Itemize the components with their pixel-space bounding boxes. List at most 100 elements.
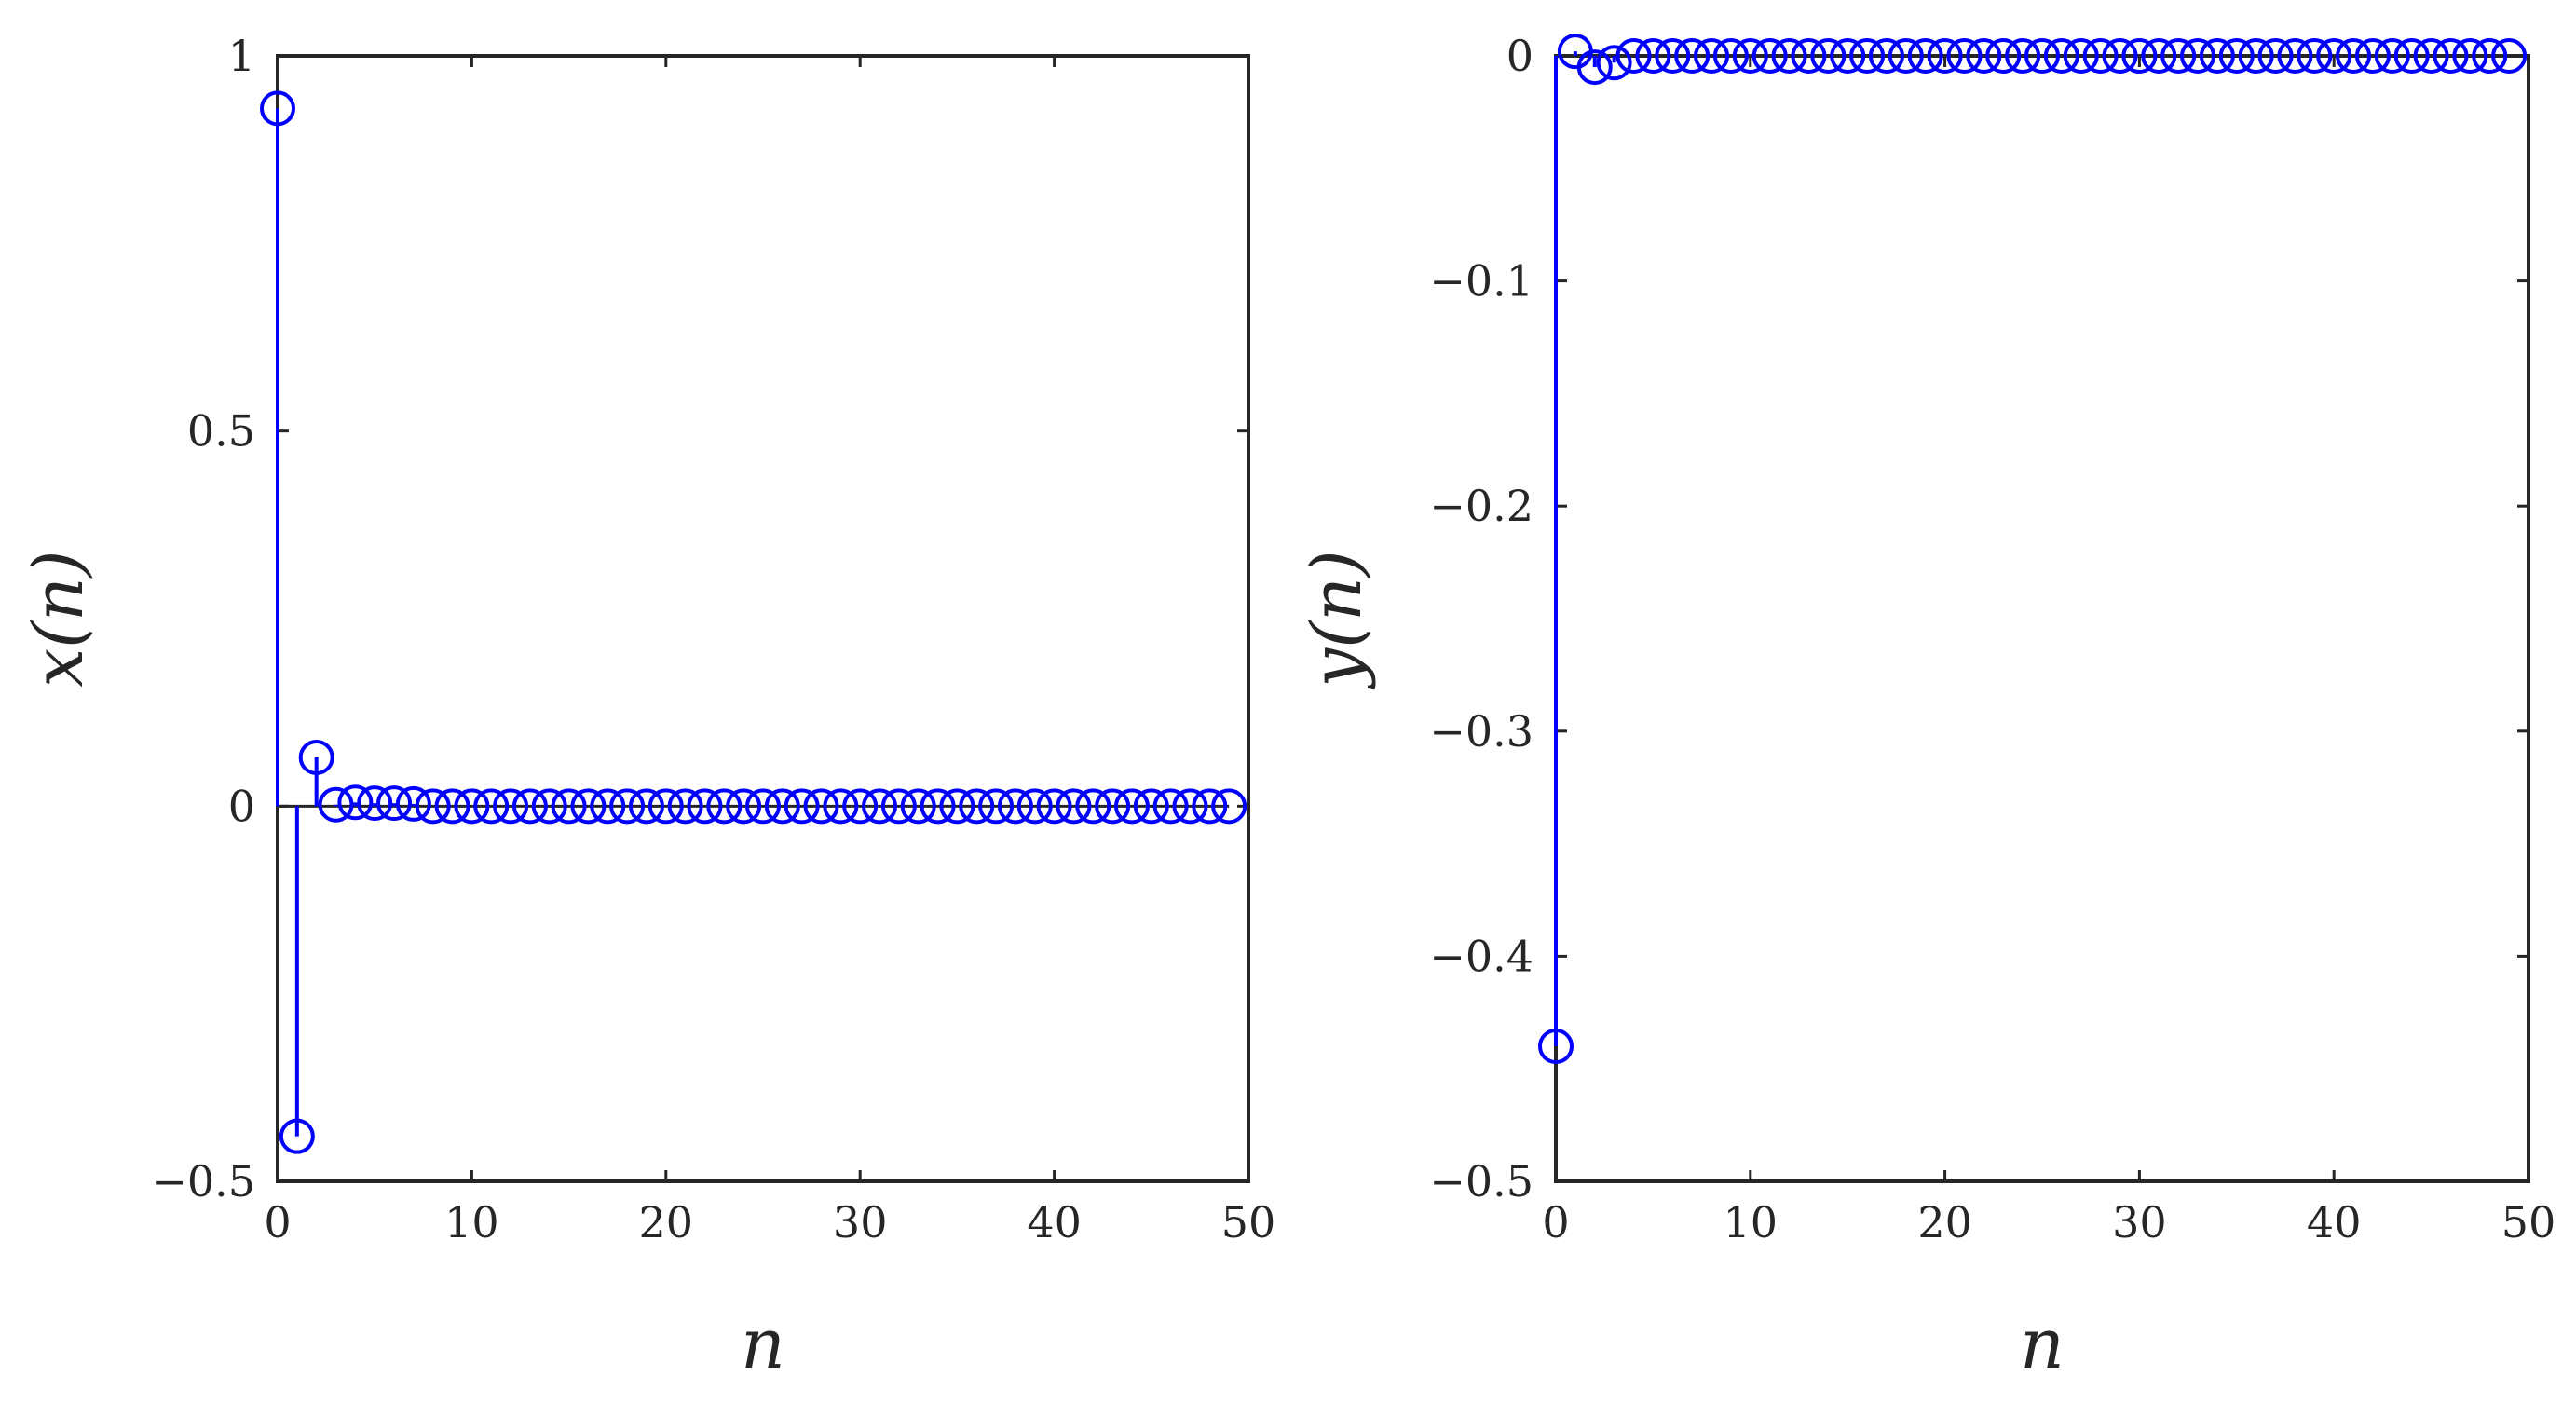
stem-marker bbox=[570, 788, 607, 825]
stem-marker bbox=[493, 788, 529, 825]
stem-marker bbox=[1985, 38, 2022, 74]
plot-area bbox=[276, 54, 1250, 1183]
stem-marker bbox=[279, 1118, 315, 1154]
y-tick-label: −0.3 bbox=[1429, 706, 1533, 757]
y-axis-label: x(n) bbox=[19, 550, 99, 687]
stem-marker bbox=[298, 739, 334, 775]
stem-marker bbox=[2257, 38, 2294, 74]
y-tick-label: −0.2 bbox=[1429, 481, 1533, 531]
y-tick-label: −0.4 bbox=[1429, 931, 1533, 981]
stem-marker bbox=[1888, 38, 1924, 74]
stem-marker bbox=[1152, 788, 1189, 825]
stem-marker bbox=[590, 788, 626, 825]
y-tick-label: −0.5 bbox=[151, 1156, 255, 1206]
y-tick-label: 0 bbox=[228, 781, 255, 831]
x-tick-label: 40 bbox=[2307, 1197, 2362, 1247]
plot-area bbox=[1554, 54, 2530, 1183]
stem-marker bbox=[1655, 38, 1691, 74]
stem-marker bbox=[1946, 38, 1983, 74]
stem-marker bbox=[880, 788, 917, 825]
stem-marker bbox=[667, 788, 703, 825]
stem-marker bbox=[1732, 38, 1768, 74]
stem-marker bbox=[745, 788, 781, 825]
stem-marker bbox=[2199, 38, 2235, 74]
stem-marker bbox=[997, 788, 1033, 825]
stem-marker bbox=[2005, 38, 2041, 74]
stem-marker bbox=[687, 788, 723, 825]
stem-marker bbox=[1791, 38, 1827, 74]
stem-marker bbox=[434, 788, 470, 825]
stem-marker bbox=[842, 788, 879, 825]
chart-panel-2: 0 10 20 30 40 50 −0.5 −0.4 −0.3 −0.2 −0.1 0 n y(n) bbox=[1297, 31, 2556, 1384]
x-tick-label: 20 bbox=[1917, 1197, 1972, 1247]
stem-marker bbox=[1868, 38, 1904, 74]
stem-marker bbox=[1596, 45, 1632, 81]
y-tick-label: 0.5 bbox=[187, 406, 255, 457]
stem-marker bbox=[1927, 38, 1963, 74]
x-tick-label: 30 bbox=[833, 1197, 888, 1247]
stem-marker bbox=[1712, 38, 1749, 74]
stem-marker bbox=[2024, 38, 2060, 74]
stem-marker bbox=[260, 90, 295, 127]
stem-marker bbox=[1056, 788, 1092, 825]
stem-marker bbox=[939, 788, 975, 825]
stem-marker bbox=[2336, 38, 2372, 74]
stem-marker bbox=[531, 788, 567, 825]
stem-marker bbox=[2238, 38, 2274, 74]
stem-marker bbox=[1635, 38, 1671, 74]
stem-marker bbox=[376, 785, 413, 822]
stem-marker bbox=[2160, 38, 2197, 74]
stem-marker bbox=[2354, 38, 2391, 74]
stem-marker bbox=[647, 788, 684, 825]
stem-marker bbox=[1771, 38, 1807, 74]
stem-marker bbox=[2180, 38, 2216, 74]
stem-marker bbox=[2043, 38, 2079, 74]
stem-marker bbox=[1211, 788, 1247, 825]
stem-marker bbox=[978, 788, 1015, 825]
stem-marker bbox=[1133, 788, 1169, 825]
stem-marker bbox=[337, 784, 374, 821]
x-tick-label: 0 bbox=[1542, 1197, 1569, 1247]
stem-marker bbox=[2374, 38, 2410, 74]
stem-marker bbox=[318, 786, 354, 823]
stem-marker bbox=[764, 788, 800, 825]
stem-marker bbox=[609, 788, 646, 825]
stem-marker bbox=[357, 785, 393, 822]
stem-marker bbox=[1192, 788, 1228, 825]
stem-marker bbox=[1751, 38, 1788, 74]
stem-marker bbox=[395, 785, 431, 822]
stem-marker bbox=[1615, 38, 1652, 74]
stem-marker bbox=[1538, 1029, 1574, 1065]
x-tick-label: 0 bbox=[264, 1197, 291, 1247]
x-tick-label: 50 bbox=[2501, 1197, 2556, 1247]
stem-marker bbox=[2491, 38, 2528, 74]
stem-marker bbox=[900, 788, 936, 825]
stem-marker bbox=[823, 788, 859, 825]
x-tick-label: 40 bbox=[1027, 1197, 1082, 1247]
stem-marker bbox=[2297, 38, 2333, 74]
stem-marker bbox=[2121, 38, 2158, 74]
stem-marker bbox=[2413, 38, 2449, 74]
y-tick-label: −0.1 bbox=[1429, 256, 1533, 307]
stem-marker bbox=[473, 788, 510, 825]
x-tick-label: 50 bbox=[1221, 1197, 1276, 1247]
x-tick-label: 10 bbox=[444, 1197, 499, 1247]
stem-marker bbox=[1966, 38, 2002, 74]
x-axis-label: n bbox=[741, 1304, 785, 1384]
stem-marker bbox=[1113, 788, 1150, 825]
stem-marker bbox=[1830, 38, 1866, 74]
stem-marker bbox=[1172, 788, 1208, 825]
y-axis-label: y(n) bbox=[1297, 550, 1377, 689]
stem-marker bbox=[2393, 38, 2430, 74]
y-tick-label: −0.5 bbox=[1429, 1156, 1533, 1206]
x-axis-label: n bbox=[2020, 1304, 2065, 1384]
stem-marker bbox=[1674, 38, 1711, 74]
stem-marker bbox=[1095, 788, 1131, 825]
stem-marker bbox=[415, 788, 451, 825]
stem-marker bbox=[726, 788, 762, 825]
x-tick-label: 30 bbox=[2112, 1197, 2167, 1247]
stem-marker bbox=[2452, 38, 2488, 74]
stem-marker bbox=[511, 788, 548, 825]
